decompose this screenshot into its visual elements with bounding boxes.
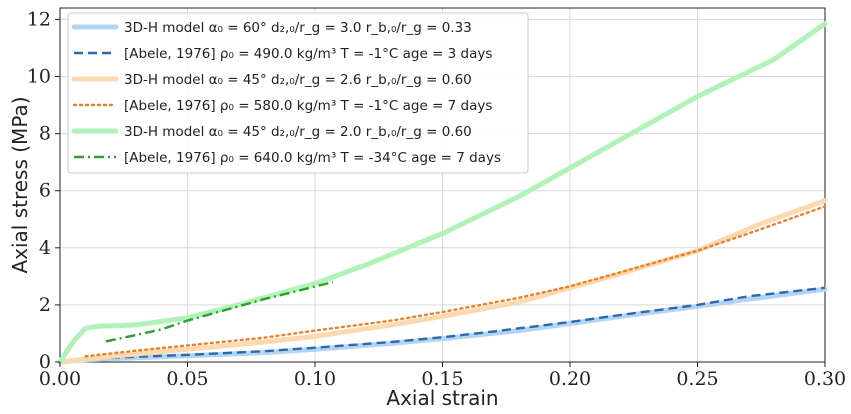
legend-label-1: 3D-H model α₀ = 60° d₂,₀/r_g = 3.0 r_b,₀… xyxy=(124,20,472,36)
series-line-3 xyxy=(57,198,828,365)
y-tick-label: 8 xyxy=(39,123,51,145)
legend-label-6: [Abele, 1976] ρ₀ = 640.0 kg/m³ T = -34°C… xyxy=(124,150,501,166)
x-tick-label: 0.30 xyxy=(804,368,846,390)
y-tick-label: 10 xyxy=(27,66,51,88)
y-tick-label: 2 xyxy=(39,294,51,316)
legend-label-4: [Abele, 1976] ρ₀ = 580.0 kg/m³ T = -1°C … xyxy=(124,98,492,114)
x-tick-label: 0.25 xyxy=(676,368,718,390)
y-tick-label: 4 xyxy=(39,237,51,259)
x-tick-label: 0.20 xyxy=(549,368,591,390)
series-line-6 xyxy=(105,280,334,343)
series-line-5 xyxy=(57,21,828,365)
y-tick-label: 0 xyxy=(39,351,51,373)
legend: 3D-H model α₀ = 60° d₂,₀/r_g = 3.0 r_b,₀… xyxy=(67,12,529,174)
legend-label-2: [Abele, 1976] ρ₀ = 490.0 kg/m³ T = -1°C … xyxy=(124,46,492,62)
legend-label-3: 3D-H model α₀ = 45° d₂,₀/r_g = 2.6 r_b,₀… xyxy=(124,72,472,88)
axis-ticks: 0.00 0.05 0.10 0.15 0.20 0.25 0.30 0 2 4 6 8 10 12 xyxy=(27,8,846,390)
series-layer xyxy=(57,21,828,365)
y-tick-label: 6 xyxy=(39,180,51,202)
x-tick-label: 0.10 xyxy=(294,368,336,390)
y-axis-label: Axial stress (MPa) xyxy=(8,96,32,273)
x-axis-label: Axial strain xyxy=(386,386,498,410)
legend-label-5: 3D-H model α₀ = 45° d₂,₀/r_g = 2.0 r_b,₀… xyxy=(124,124,472,140)
x-tick-label: 0.15 xyxy=(421,368,463,390)
x-tick-label: 0.05 xyxy=(166,368,208,390)
series-line-2 xyxy=(110,286,826,359)
y-tick-label: 12 xyxy=(27,8,51,30)
x-tick-label: 0.00 xyxy=(39,368,81,390)
series-line-4 xyxy=(84,205,827,358)
legend-box xyxy=(67,12,529,174)
